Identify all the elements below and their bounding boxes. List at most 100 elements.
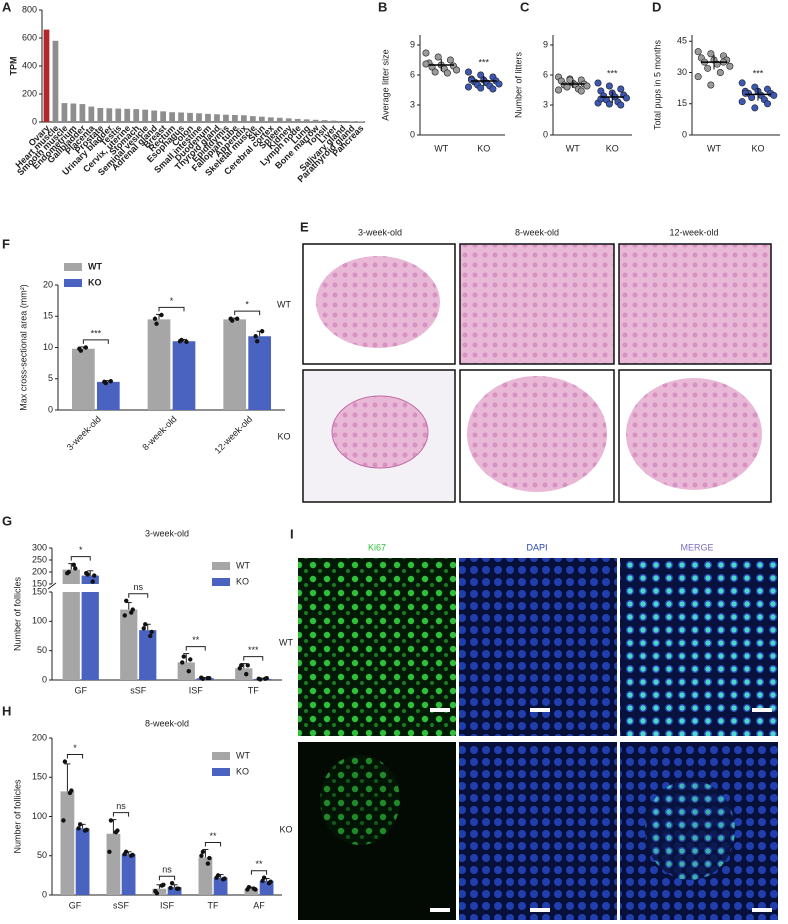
point <box>259 329 265 334</box>
point <box>577 87 585 95</box>
point <box>260 878 265 884</box>
bar <box>151 110 158 122</box>
y-axis-label: Number of follicles <box>12 779 22 854</box>
y-tick-label: 200 <box>32 566 47 576</box>
point <box>130 852 135 858</box>
significance: *** <box>478 57 489 67</box>
point <box>605 82 613 90</box>
point <box>83 345 89 350</box>
point <box>153 888 158 894</box>
significance: *** <box>248 645 259 655</box>
scale-bar <box>430 708 450 712</box>
legend-label: WT <box>236 560 250 570</box>
point <box>181 654 186 659</box>
point <box>489 85 497 93</box>
bar <box>178 112 184 122</box>
point <box>254 339 260 344</box>
bar <box>187 112 193 122</box>
panel-label: F <box>2 236 10 251</box>
chart-title: 8-week-old <box>145 718 189 728</box>
point <box>205 861 211 866</box>
panel-label: E <box>300 219 309 234</box>
point <box>707 50 715 58</box>
point <box>200 849 206 855</box>
bar <box>223 319 247 410</box>
bar <box>312 119 319 122</box>
micrograph <box>298 558 456 736</box>
point <box>434 53 442 61</box>
y-tick-label: 0 <box>42 674 47 684</box>
bar <box>223 114 229 122</box>
row-label: KO <box>277 431 290 441</box>
row-label: KO <box>279 824 292 834</box>
significance-bracket <box>66 754 84 759</box>
point <box>90 579 95 584</box>
significance-bracket <box>234 310 261 316</box>
y-tick-label: 9 <box>410 39 415 49</box>
bar <box>276 117 283 122</box>
point <box>159 312 164 318</box>
point <box>124 598 129 603</box>
bar <box>321 120 328 122</box>
bar <box>133 109 140 122</box>
y-tick-label: 0 <box>682 129 687 139</box>
legend-swatch <box>64 263 82 271</box>
panel-label: D <box>652 0 661 14</box>
bar <box>213 877 228 895</box>
legend-label: KO <box>88 277 102 287</box>
significance-bracket <box>82 339 109 344</box>
x-tick-label: KO <box>751 143 764 153</box>
y-tick-label: 50 <box>37 645 47 655</box>
x-tick-label: 12-week-old <box>213 414 255 456</box>
axis-break <box>47 582 57 590</box>
y-tick-label: 20 <box>43 279 53 289</box>
point <box>431 68 439 76</box>
point <box>422 60 430 68</box>
x-tick-label: TF <box>208 900 219 910</box>
point <box>188 657 193 662</box>
point <box>143 622 148 627</box>
point <box>84 827 89 833</box>
point <box>594 79 602 87</box>
x-tick-label: GF <box>69 900 82 910</box>
bar <box>75 828 90 895</box>
micrograph <box>459 558 617 736</box>
significance: *** <box>607 68 618 78</box>
point <box>207 855 212 861</box>
chart-title: 3-week-old <box>145 528 189 538</box>
y-tick-label: 3 <box>543 99 548 109</box>
point <box>77 346 82 351</box>
x-tick-label: KO <box>606 143 619 153</box>
point <box>738 79 746 87</box>
bar <box>60 791 75 895</box>
y-axis-label: Total pups in 5 months <box>652 39 662 130</box>
significance-bracket <box>250 870 268 875</box>
y-tick-label: 100 <box>32 811 47 821</box>
y-axis-label: Average litter size <box>380 49 390 120</box>
bar <box>139 630 157 680</box>
bar <box>177 662 195 680</box>
x-tick-label: WT <box>707 143 721 153</box>
bar <box>196 678 214 680</box>
point <box>468 76 476 84</box>
point <box>464 68 472 76</box>
y-tick-label: 5 <box>48 373 53 383</box>
x-tick-label: 3-week-old <box>65 414 103 452</box>
panel-i: I Ki67 DAPI MERGE WT KO <box>279 526 778 920</box>
micrograph <box>459 243 615 365</box>
bar <box>96 381 120 410</box>
point <box>622 94 630 102</box>
bar <box>254 678 272 680</box>
panel-label: C <box>520 0 530 14</box>
point <box>605 100 613 108</box>
legend-label: KO <box>236 766 249 776</box>
point <box>69 788 74 793</box>
x-tick-label: WT <box>434 143 448 153</box>
point <box>102 379 107 385</box>
point <box>464 83 472 91</box>
point <box>256 676 261 682</box>
column-label: MERGE <box>680 542 713 552</box>
bar <box>339 121 346 122</box>
column-label: Ki67 <box>368 542 386 552</box>
significance: * <box>79 545 83 555</box>
